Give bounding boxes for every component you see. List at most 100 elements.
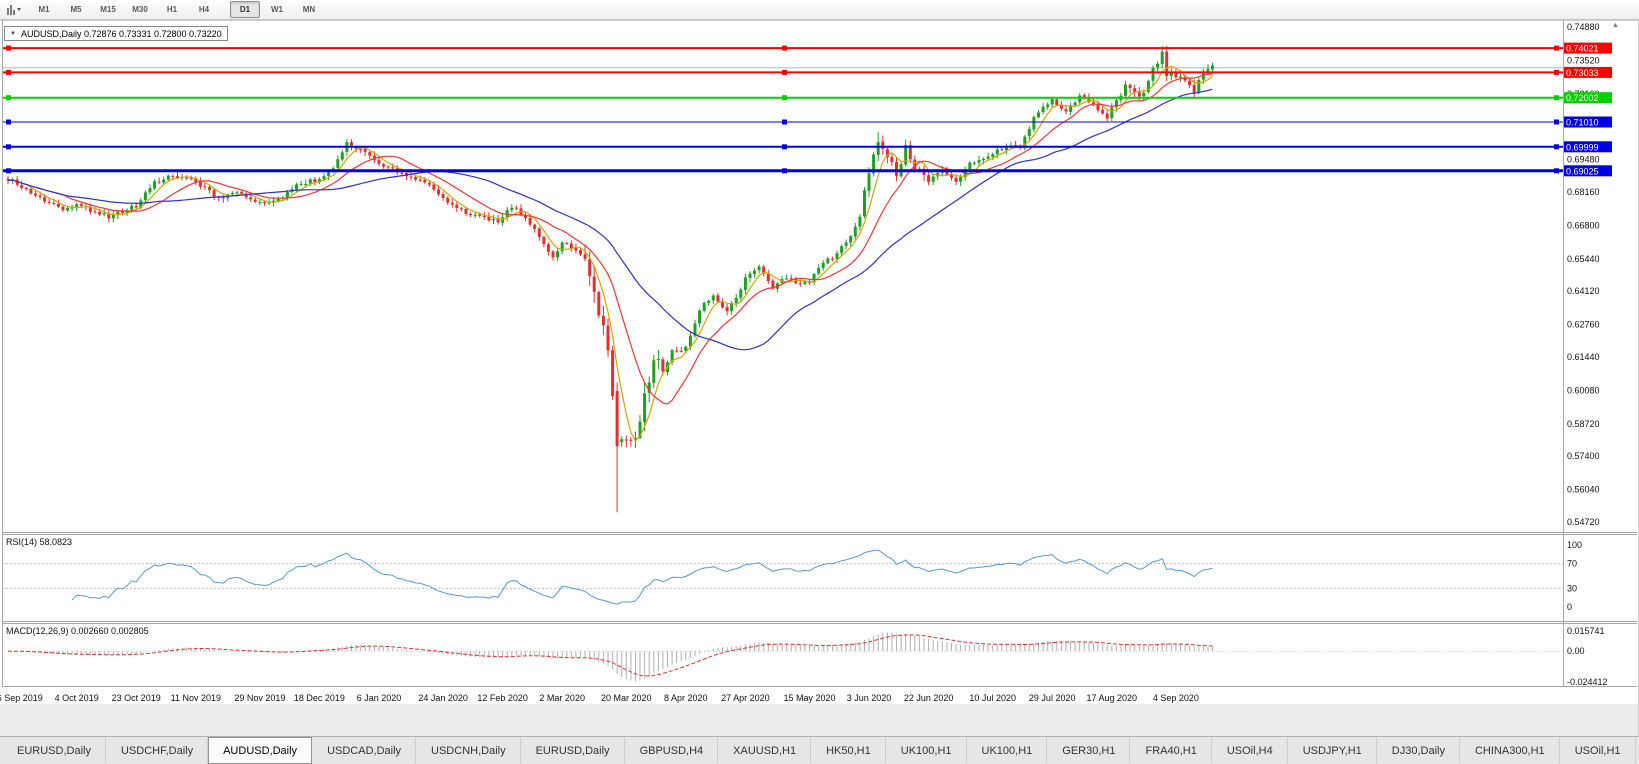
timeframe-button-h4[interactable]: H4 bbox=[198, 5, 210, 14]
svg-text:0.62760: 0.62760 bbox=[1567, 320, 1600, 330]
hline-0.69025[interactable]: 0.69025 bbox=[2, 165, 1612, 177]
date-label: 4 Sep 2020 bbox=[1153, 693, 1199, 703]
svg-text:0.69025: 0.69025 bbox=[1566, 166, 1599, 176]
price-tag bbox=[1564, 92, 1612, 104]
chart-tab-eurusd-daily[interactable]: EURUSD,Daily bbox=[2, 737, 106, 764]
timeframe-button-h1[interactable]: H1 bbox=[166, 5, 178, 14]
timeframe-button-m1[interactable]: M1 bbox=[38, 5, 50, 14]
svg-text:0.69999: 0.69999 bbox=[1566, 142, 1599, 152]
chart-tab-fra40-h1[interactable]: FRA40,H1 bbox=[1130, 737, 1212, 764]
rsi-line bbox=[71, 549, 1213, 605]
date-label: 23 Oct 2019 bbox=[112, 693, 161, 703]
hline-handle bbox=[6, 168, 11, 174]
svg-text:-0.024412: -0.024412 bbox=[1567, 677, 1608, 687]
hline-handle bbox=[6, 45, 11, 51]
chart-periods-icon[interactable] bbox=[0, 2, 28, 18]
chart-tab-dj30-daily[interactable]: DJ30,Daily bbox=[1377, 737, 1460, 764]
timeframe-buttons: M1 M5 M15 M30 H1 H4 D1 W1 MN bbox=[28, 1, 325, 18]
macd-signal-line bbox=[8, 634, 1213, 677]
symbol-ohlc-text: AUDUSD,Daily 0.72876 0.73331 0.72800 0.7… bbox=[20, 28, 222, 39]
chart-tab-xauusd-h1[interactable]: XAUUSD,H1 bbox=[718, 737, 812, 764]
chart-tab-china300-h1[interactable]: CHINA300,H1 bbox=[1460, 737, 1560, 764]
chart-tab-gbpusd-h4[interactable]: GBPUSD,H4 bbox=[625, 737, 719, 764]
timeframe-button-m5[interactable]: M5 bbox=[70, 5, 82, 14]
scroll-up-icon[interactable]: ▲ bbox=[1612, 22, 1619, 29]
chart-tab-uk100-h1[interactable]: UK100,H1 bbox=[967, 737, 1048, 764]
chart-tab-uk100-h1[interactable]: UK100,H1 bbox=[886, 737, 967, 764]
chart-tab-usdcad-daily[interactable]: USDCAD,Daily bbox=[312, 737, 417, 764]
macd-plot-layer bbox=[2, 632, 1563, 682]
ma-13-line bbox=[7, 73, 1213, 405]
svg-text:0.73033: 0.73033 bbox=[1566, 68, 1599, 78]
date-label: 12 Feb 2020 bbox=[477, 693, 528, 703]
hline-handle bbox=[6, 69, 11, 75]
chart-tab-usdjpy-h1[interactable]: USDJPY,H1 bbox=[1288, 737, 1377, 764]
svg-text:0.72002: 0.72002 bbox=[1566, 93, 1599, 103]
hline-0.71010[interactable]: 0.71010 bbox=[2, 116, 1612, 128]
hline-handle bbox=[1554, 95, 1559, 101]
svg-text:0.56040: 0.56040 bbox=[1567, 485, 1600, 495]
hline-handle bbox=[782, 45, 787, 51]
svg-text:0.74880: 0.74880 bbox=[1567, 22, 1600, 32]
hline-0.69999[interactable]: 0.69999 bbox=[2, 141, 1612, 153]
date-label: 17 Aug 2020 bbox=[1087, 693, 1138, 703]
date-label: 3 Jun 2020 bbox=[847, 693, 892, 703]
macd-label: MACD(12,26,9) 0.002660 0.002805 bbox=[6, 626, 149, 636]
hline-handle bbox=[782, 95, 787, 101]
timeframe-button-d1[interactable]: D1 bbox=[230, 1, 260, 18]
price-chart-canvas[interactable]: 0.748800.735200.721600.694800.681600.668… bbox=[0, 20, 1639, 736]
hline-handle bbox=[1554, 69, 1559, 75]
svg-text:0.69480: 0.69480 bbox=[1567, 155, 1600, 165]
hline-handle bbox=[782, 119, 787, 125]
hline-handle bbox=[1554, 45, 1559, 51]
chart-tab-usdcnh-daily[interactable]: USDCNH,Daily bbox=[416, 737, 521, 764]
date-label: 20 Mar 2020 bbox=[601, 693, 652, 703]
date-label: 6 Jan 2020 bbox=[357, 693, 402, 703]
collapse-caret-icon[interactable]: ▼ bbox=[10, 30, 16, 37]
date-label: 15 May 2020 bbox=[783, 693, 835, 703]
timeframe-button-m30[interactable]: M30 bbox=[132, 5, 148, 14]
svg-text:0.57400: 0.57400 bbox=[1567, 451, 1600, 461]
svg-text:0.015741: 0.015741 bbox=[1567, 626, 1605, 636]
price-tag bbox=[1564, 165, 1612, 177]
date-label: 24 Jan 2020 bbox=[418, 693, 468, 703]
timeframe-button-mn[interactable]: MN bbox=[302, 5, 316, 14]
chart-tab-ger30-h1[interactable]: GER30,H1 bbox=[1047, 737, 1131, 764]
date-label: 16 Sep 2019 bbox=[0, 693, 43, 703]
price-axis[interactable]: 0.748800.735200.721600.694800.681600.668… bbox=[1567, 22, 1600, 527]
timeframe-button-w1[interactable]: W1 bbox=[271, 5, 283, 14]
price-tag bbox=[1564, 141, 1612, 153]
date-label: 10 Jul 2020 bbox=[969, 693, 1016, 703]
main-plot-layer[interactable] bbox=[2, 45, 1563, 513]
timeframe-button-m15[interactable]: M15 bbox=[100, 5, 116, 14]
chart-tabbar: EURUSD,Daily USDCHF,Daily AUDUSD,Daily USDC… bbox=[0, 736, 1639, 764]
date-label: 27 Apr 2020 bbox=[721, 693, 770, 703]
chart-tab-usdchf-daily[interactable]: USDCHF,Daily bbox=[106, 737, 209, 764]
svg-text:100: 100 bbox=[1567, 540, 1582, 550]
hline-handle bbox=[782, 144, 787, 150]
hline-0.73033[interactable]: 0.73033 bbox=[2, 66, 1612, 78]
hline-handle bbox=[1554, 119, 1559, 125]
svg-text:0.73520: 0.73520 bbox=[1567, 55, 1600, 65]
chart-tab-audusd-daily[interactable]: AUDUSD,Daily bbox=[208, 737, 313, 764]
hline-handle bbox=[6, 119, 11, 125]
hline-handle bbox=[782, 168, 787, 174]
svg-text:0.68160: 0.68160 bbox=[1567, 187, 1600, 197]
svg-text:0.71010: 0.71010 bbox=[1566, 118, 1599, 128]
date-label: 29 Jul 2020 bbox=[1029, 693, 1076, 703]
ma-34-line bbox=[7, 88, 1213, 351]
date-label: 29 Nov 2019 bbox=[234, 693, 285, 703]
bottom-chrome-strip bbox=[0, 704, 1639, 736]
hline-0.72002[interactable]: 0.72002 bbox=[2, 92, 1612, 104]
date-label: 22 Jun 2020 bbox=[904, 693, 954, 703]
chart-tab-usoil-h4[interactable]: USOil,H4 bbox=[1212, 737, 1288, 764]
chart-tab-usoil-h1[interactable]: USOil,H1 bbox=[1560, 737, 1636, 764]
hline-0.74021[interactable]: 0.74021 bbox=[2, 42, 1612, 54]
chart-tab-eurusd-daily[interactable]: EURUSD,Daily bbox=[521, 737, 625, 764]
date-label: 4 Oct 2019 bbox=[55, 693, 99, 703]
price-tag bbox=[1564, 42, 1612, 54]
svg-text:70: 70 bbox=[1567, 559, 1577, 569]
chart-workspace: 0.748800.735200.721600.694800.681600.668… bbox=[0, 20, 1639, 764]
chart-tab-hk50-h1[interactable]: HK50,H1 bbox=[811, 737, 886, 764]
